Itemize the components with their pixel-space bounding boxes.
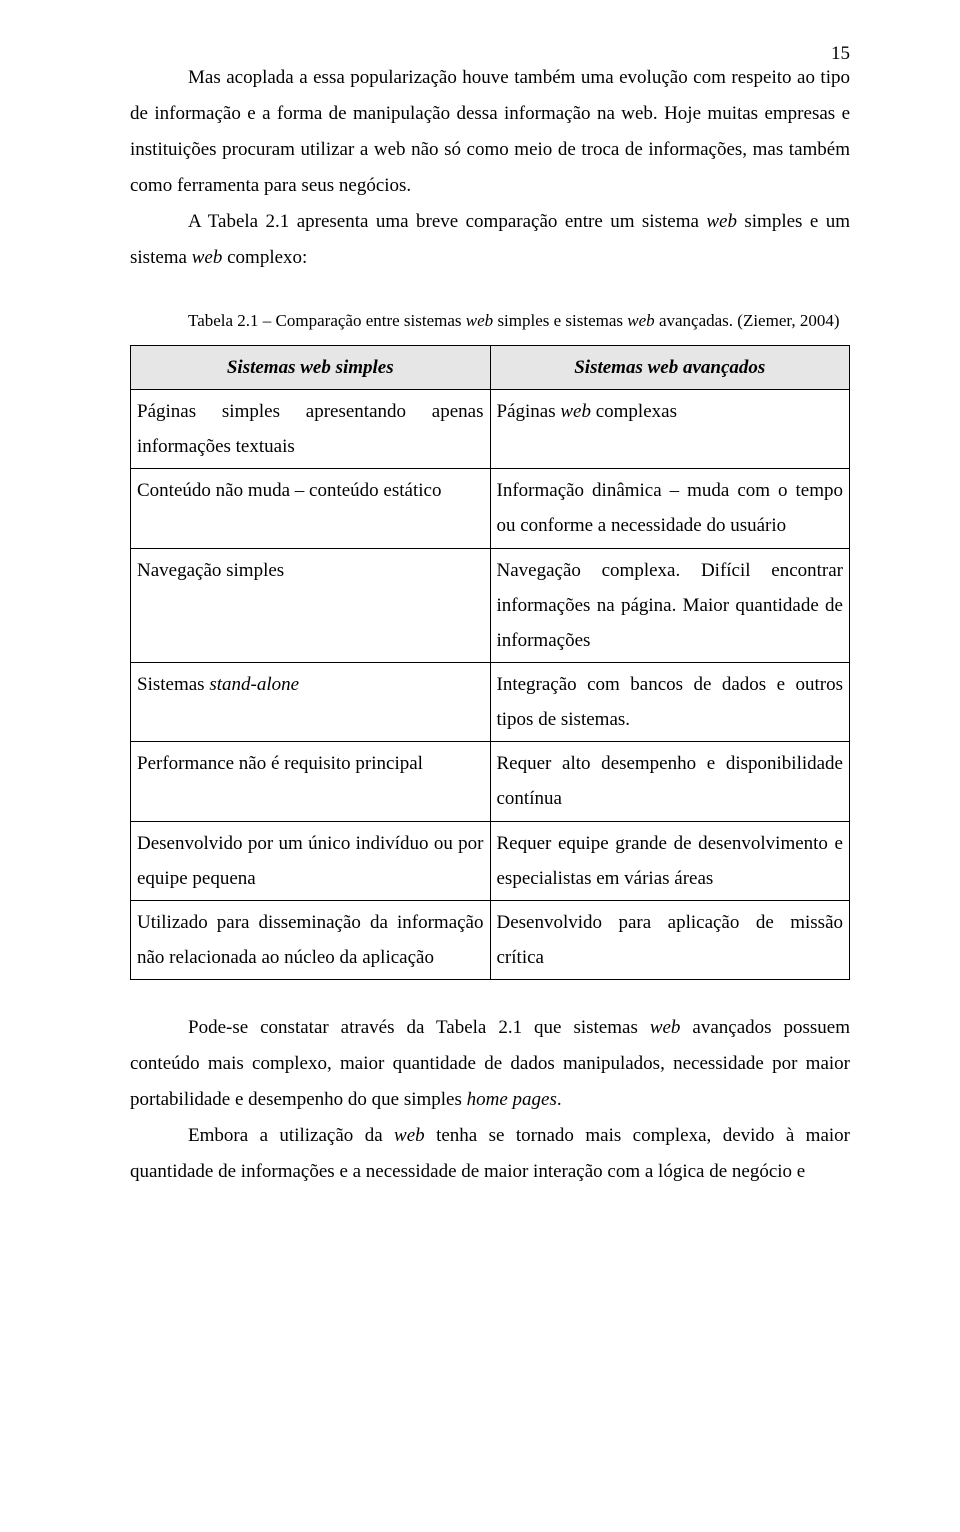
caption-c: simples e sistemas	[493, 311, 627, 330]
paragraph-1: Mas acoplada a essa popularização houve …	[130, 60, 850, 204]
caption-e: avançadas. (Ziemer, 2004)	[655, 311, 840, 330]
r3-l-a: Sistemas	[137, 674, 209, 695]
table-header-left: Sistemas web simples	[131, 345, 491, 389]
hdr-right-a: Sistemas	[574, 357, 647, 378]
r5-r: Requer equipe grande de desenvolvimento …	[497, 833, 844, 889]
cell-right: Navegação complexa. Difícil encontrar in…	[490, 548, 850, 662]
r1-l: Conteúdo não muda – conteúdo estático	[137, 480, 441, 501]
paragraph-1-text: Mas acoplada a essa popularização houve …	[130, 67, 850, 196]
r1-r: Informação dinâmica – muda com o tempo o…	[497, 480, 844, 536]
r3-l-b: stand-alone	[209, 674, 299, 695]
paragraph-4: Embora a utilização da web tenha se torn…	[130, 1118, 850, 1190]
paragraph-2: A Tabela 2.1 apresenta uma breve compara…	[130, 204, 850, 276]
r2-r: Navegação complexa. Difícil encontrar in…	[497, 560, 844, 651]
table-caption: Tabela 2.1 – Comparação entre sistemas w…	[188, 305, 850, 337]
r6-r: Desenvolvido para aplicação de missão cr…	[497, 912, 844, 968]
p3-d: home pages	[467, 1089, 557, 1110]
caption-d: web	[627, 311, 654, 330]
r0-r-b: web	[560, 401, 591, 422]
table-row: Navegação simples Navegação complexa. Di…	[131, 548, 850, 662]
table-row: Performance não é requisito principal Re…	[131, 742, 850, 821]
cell-right: Integração com bancos de dados e outros …	[490, 662, 850, 741]
r6-l: Utilizado para disseminação da informaçã…	[137, 912, 484, 968]
cell-left: Navegação simples	[131, 548, 491, 662]
table-header-right: Sistemas web avançados	[490, 345, 850, 389]
cell-right: Requer equipe grande de desenvolvimento …	[490, 821, 850, 900]
caption-a: Tabela 2.1 – Comparação entre sistemas	[188, 311, 466, 330]
p4-a: Embora a utilização da	[188, 1125, 394, 1146]
r4-l: Performance não é requisito principal	[137, 753, 423, 774]
p2-a: A Tabela 2.1 apresenta uma breve compara…	[188, 211, 706, 232]
p4-b: web	[394, 1125, 425, 1146]
p3-e: .	[557, 1089, 562, 1110]
hdr-right-b: web	[648, 357, 679, 378]
r4-r: Requer alto desempenho e disponibilidade…	[497, 753, 844, 809]
r0-r-a: Páginas	[497, 401, 561, 422]
table-row: Páginas simples apresentando apenas info…	[131, 390, 850, 469]
r5-l: Desenvolvido por um único indivíduo ou p…	[137, 833, 484, 889]
spacer	[130, 1000, 850, 1010]
cell-right: Páginas web complexas	[490, 390, 850, 469]
cell-left: Desenvolvido por um único indivíduo ou p…	[131, 821, 491, 900]
page-number: 15	[831, 36, 850, 72]
table-header-row: Sistemas web simples Sistemas web avança…	[131, 345, 850, 389]
comparison-table: Sistemas web simples Sistemas web avança…	[130, 345, 850, 980]
table-row: Desenvolvido por um único indivíduo ou p…	[131, 821, 850, 900]
r0-l: Páginas simples apresentando apenas info…	[137, 401, 484, 457]
p3-b: web	[650, 1017, 681, 1038]
cell-left: Páginas simples apresentando apenas info…	[131, 390, 491, 469]
hdr-right-c: avançados	[678, 357, 765, 378]
page: 15 Mas acoplada a essa popularização hou…	[0, 0, 960, 1532]
cell-right: Requer alto desempenho e disponibilidade…	[490, 742, 850, 821]
table-row: Conteúdo não muda – conteúdo estático In…	[131, 469, 850, 548]
hdr-left-c: simples	[331, 357, 394, 378]
cell-left: Performance não é requisito principal	[131, 742, 491, 821]
cell-right: Informação dinâmica – muda com o tempo o…	[490, 469, 850, 548]
paragraph-3: Pode-se constatar através da Tabela 2.1 …	[130, 1010, 850, 1118]
r0-r-c: complexas	[591, 401, 677, 422]
cell-left: Utilizado para disseminação da informaçã…	[131, 900, 491, 979]
p2-d: web	[192, 247, 223, 268]
cell-right: Desenvolvido para aplicação de missão cr…	[490, 900, 850, 979]
r3-r: Integração com bancos de dados e outros …	[497, 674, 844, 730]
caption-b: web	[466, 311, 493, 330]
r2-l: Navegação simples	[137, 560, 284, 581]
p3-a: Pode-se constatar através da Tabela 2.1 …	[188, 1017, 650, 1038]
table-row: Utilizado para disseminação da informaçã…	[131, 900, 850, 979]
table-row: Sistemas stand-alone Integração com banc…	[131, 662, 850, 741]
p2-b: web	[706, 211, 737, 232]
cell-left: Conteúdo não muda – conteúdo estático	[131, 469, 491, 548]
hdr-left-b: web	[300, 357, 331, 378]
p2-e: complexo:	[222, 247, 307, 268]
cell-left: Sistemas stand-alone	[131, 662, 491, 741]
hdr-left-a: Sistemas	[227, 357, 300, 378]
